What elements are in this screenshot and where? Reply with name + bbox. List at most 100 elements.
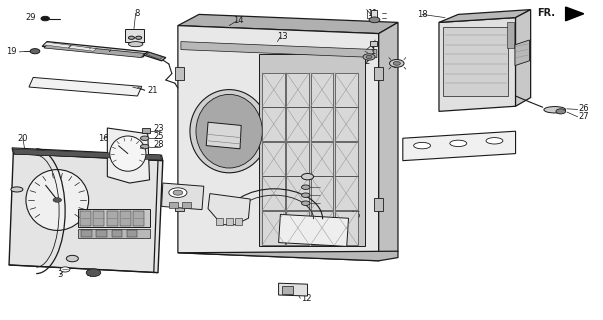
Text: 5: 5 xyxy=(67,254,72,263)
Text: 28: 28 xyxy=(154,140,165,149)
Bar xyxy=(262,73,285,107)
Text: 10: 10 xyxy=(417,143,428,152)
Circle shape xyxy=(30,49,40,54)
Bar xyxy=(507,22,514,48)
Polygon shape xyxy=(439,10,531,22)
Bar xyxy=(286,73,309,107)
Text: 16: 16 xyxy=(98,134,109,143)
Bar xyxy=(311,211,333,245)
Bar xyxy=(226,218,233,225)
Polygon shape xyxy=(439,18,516,111)
Polygon shape xyxy=(12,148,163,161)
Bar xyxy=(175,67,184,80)
Text: 28: 28 xyxy=(318,200,329,209)
Polygon shape xyxy=(42,42,148,57)
Bar xyxy=(262,142,285,176)
Bar xyxy=(311,107,333,141)
Polygon shape xyxy=(107,128,150,183)
Text: 2: 2 xyxy=(364,57,369,66)
Bar xyxy=(335,107,358,141)
Ellipse shape xyxy=(196,94,262,168)
Bar xyxy=(335,176,358,210)
Text: 1: 1 xyxy=(370,47,375,56)
Bar xyxy=(259,54,365,246)
Circle shape xyxy=(86,269,101,276)
Bar xyxy=(127,230,137,237)
Polygon shape xyxy=(516,10,531,106)
Text: 8: 8 xyxy=(135,9,140,18)
Circle shape xyxy=(128,36,134,39)
Circle shape xyxy=(363,54,375,60)
Bar xyxy=(182,202,191,208)
Circle shape xyxy=(136,36,142,39)
Ellipse shape xyxy=(544,107,566,113)
Text: 6: 6 xyxy=(318,174,323,183)
Circle shape xyxy=(169,188,187,197)
Text: 9: 9 xyxy=(393,61,398,70)
Ellipse shape xyxy=(110,136,146,171)
Bar xyxy=(112,230,122,237)
Text: 20: 20 xyxy=(17,134,28,143)
Bar xyxy=(78,209,150,227)
Bar xyxy=(96,230,107,237)
Bar xyxy=(286,211,309,245)
Circle shape xyxy=(556,109,566,114)
Text: 11: 11 xyxy=(367,9,378,18)
Circle shape xyxy=(390,60,404,67)
Text: 22: 22 xyxy=(222,121,232,130)
Polygon shape xyxy=(208,194,250,225)
Text: 23: 23 xyxy=(318,184,329,193)
Bar xyxy=(443,27,508,96)
Polygon shape xyxy=(566,7,584,21)
Text: 15: 15 xyxy=(350,211,360,220)
Text: 21: 21 xyxy=(148,86,158,95)
Circle shape xyxy=(302,201,310,205)
Text: 12: 12 xyxy=(302,294,312,303)
Text: 23: 23 xyxy=(154,124,165,133)
Bar xyxy=(125,29,144,42)
Polygon shape xyxy=(181,42,377,58)
Ellipse shape xyxy=(128,42,143,47)
Bar xyxy=(286,142,309,176)
Text: 3: 3 xyxy=(58,270,63,279)
Circle shape xyxy=(173,190,183,195)
Text: 17: 17 xyxy=(169,191,180,200)
Bar xyxy=(78,229,150,238)
Polygon shape xyxy=(379,22,398,261)
Bar xyxy=(175,198,184,211)
Bar xyxy=(374,198,383,211)
Text: 26: 26 xyxy=(579,104,590,113)
Bar xyxy=(311,73,333,107)
Ellipse shape xyxy=(450,140,467,147)
Circle shape xyxy=(302,173,314,180)
Text: 27: 27 xyxy=(579,112,590,121)
Text: FR.: FR. xyxy=(537,8,555,18)
Bar xyxy=(133,211,144,226)
Polygon shape xyxy=(9,154,163,273)
Bar xyxy=(120,211,131,226)
Circle shape xyxy=(53,198,62,202)
Bar xyxy=(80,211,91,226)
Bar xyxy=(335,73,358,107)
Polygon shape xyxy=(206,122,241,149)
Ellipse shape xyxy=(414,142,431,149)
Circle shape xyxy=(140,136,149,140)
Polygon shape xyxy=(29,77,142,96)
Text: 25: 25 xyxy=(154,132,164,141)
Circle shape xyxy=(369,17,380,23)
Circle shape xyxy=(302,185,310,189)
Circle shape xyxy=(140,144,149,149)
Ellipse shape xyxy=(26,170,89,230)
Text: 19: 19 xyxy=(7,47,17,56)
Text: 5: 5 xyxy=(11,185,16,194)
Polygon shape xyxy=(515,40,529,66)
Text: 24: 24 xyxy=(217,202,227,211)
Polygon shape xyxy=(144,52,166,61)
Polygon shape xyxy=(146,52,163,60)
Polygon shape xyxy=(13,149,162,160)
Bar xyxy=(169,202,178,208)
Circle shape xyxy=(41,16,49,21)
Text: 13: 13 xyxy=(277,32,288,41)
Bar xyxy=(286,107,309,141)
Text: 14: 14 xyxy=(233,16,244,25)
